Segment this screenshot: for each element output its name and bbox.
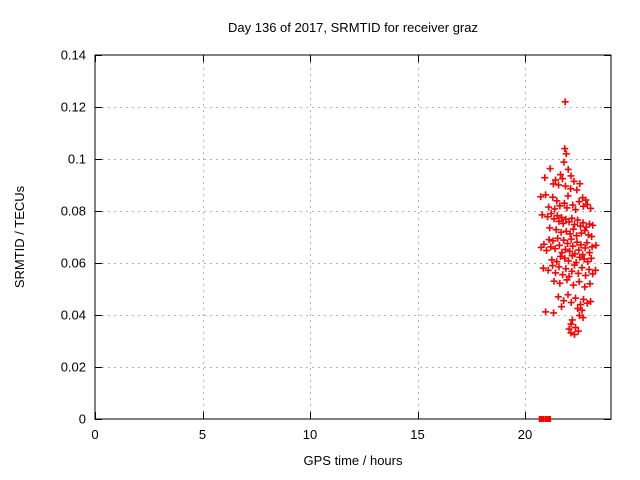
x-tick-label: 0 bbox=[91, 427, 98, 442]
y-tick-label: 0 bbox=[79, 412, 86, 427]
plot-border bbox=[94, 54, 612, 420]
data-point-square bbox=[538, 416, 545, 422]
y-tick-label: 0.06 bbox=[61, 256, 86, 271]
x-axis-title: GPS time / hours bbox=[303, 453, 403, 468]
x-tick-label: 10 bbox=[303, 427, 317, 442]
data-point-square bbox=[545, 416, 552, 422]
x-tick-label: 5 bbox=[199, 427, 206, 442]
y-tick-label: 0.08 bbox=[61, 204, 86, 219]
y-tick-label: 0.12 bbox=[61, 100, 86, 115]
y-tick-label: 0.02 bbox=[61, 360, 86, 375]
y-tick-label: 0.1 bbox=[68, 152, 86, 167]
x-tick-label: 15 bbox=[410, 427, 424, 442]
x-tick-label: 20 bbox=[518, 427, 532, 442]
y-tick-label: 0.14 bbox=[61, 48, 86, 63]
y-tick-label: 0.04 bbox=[61, 308, 86, 323]
chart-title: Day 136 of 2017, SRMTID for receiver gra… bbox=[228, 20, 478, 35]
